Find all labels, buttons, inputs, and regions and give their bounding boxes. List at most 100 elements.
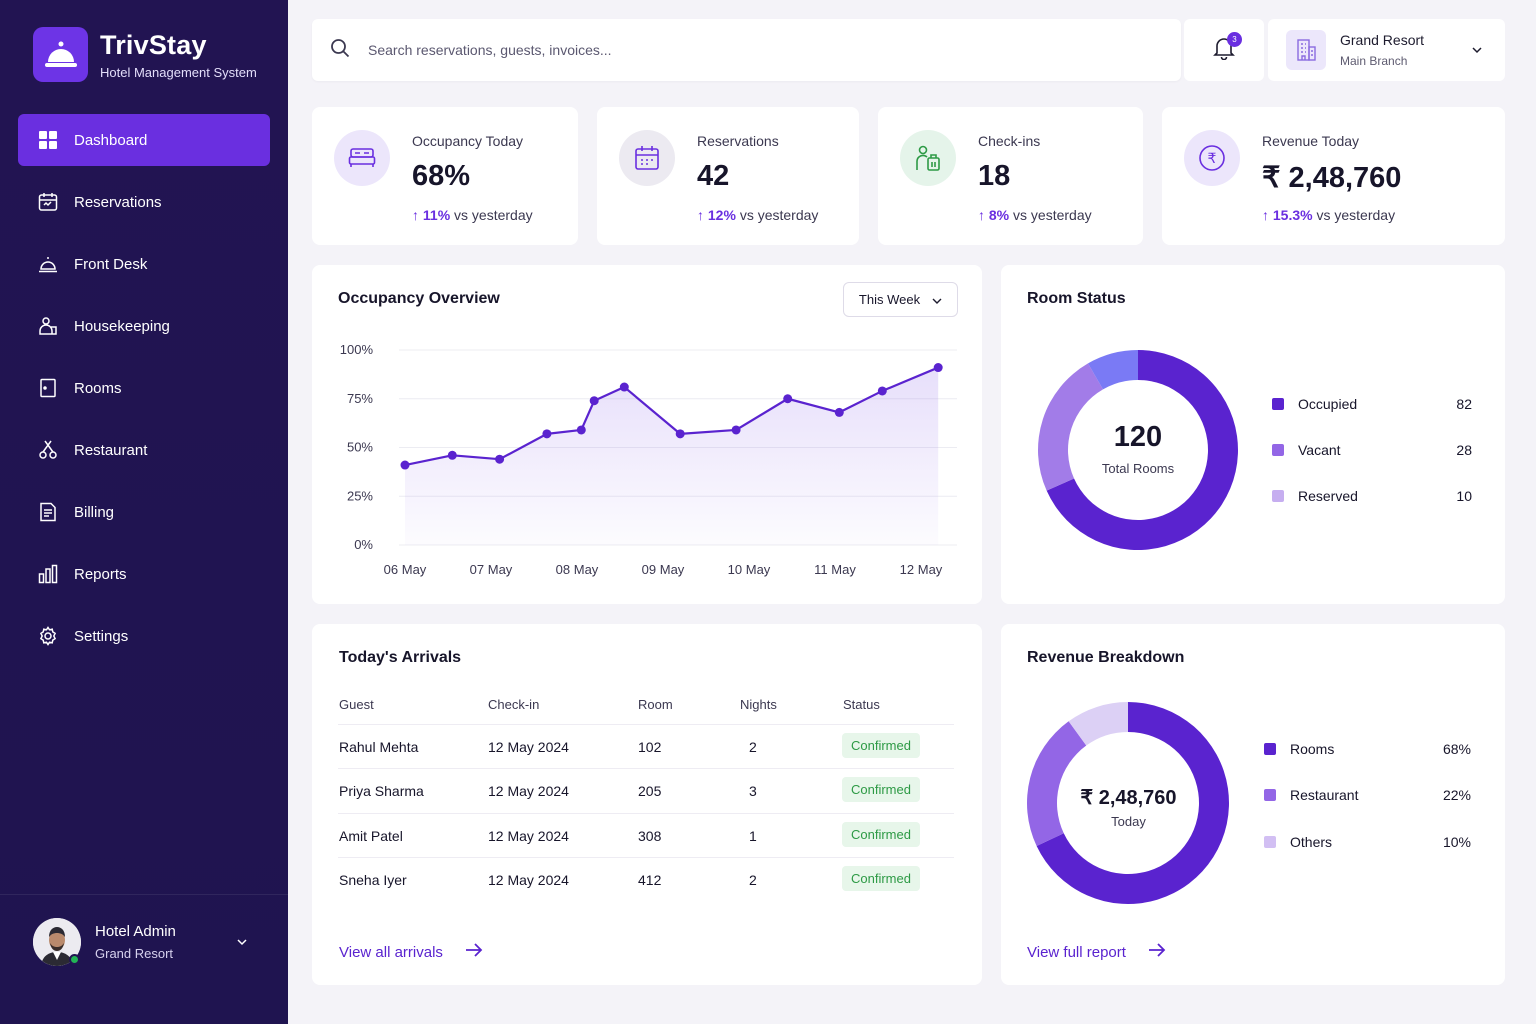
kpi-card-reservations[interactable]: Reservations 42 ↑ 12% vs yesterday (597, 107, 859, 245)
sidebar-item-housekeeping[interactable]: Housekeeping (18, 300, 270, 352)
sidebar-item-restaurant[interactable]: Restaurant (18, 424, 270, 476)
data-point (576, 425, 586, 435)
revenue-total-label: Today (1111, 814, 1146, 829)
column-header-nights: Nights (740, 697, 777, 712)
sidebar-item-settings[interactable]: Settings (18, 610, 270, 662)
view-all-arrivals-link[interactable]: View all arrivals (339, 943, 483, 961)
branch-subtitle: Main Branch (1340, 54, 1408, 68)
room-status-reserved-slice (1088, 350, 1138, 390)
calendar-icon (619, 130, 675, 186)
kpi-label: Reservations (697, 133, 779, 149)
arrow-up-icon: ↑ (697, 207, 704, 223)
x-tick-label: 11 May (814, 562, 856, 577)
y-tick-label: 0% (354, 537, 373, 552)
legend-item-occupied: Occupied (1272, 396, 1357, 412)
sidebar-item-front-desk[interactable]: Front Desk (18, 238, 270, 290)
building-icon (1286, 30, 1326, 70)
panel-title: Today's Arrivals (339, 649, 462, 666)
kpi-value: ₹ 2,48,760 (1262, 162, 1402, 194)
guest-luggage-icon (900, 130, 956, 186)
nights: 2 (749, 739, 757, 755)
checkin-date: 12 May 2024 (488, 872, 569, 888)
data-point (400, 460, 410, 470)
legend-swatch (1272, 398, 1284, 410)
rupee-icon: ₹ (1184, 130, 1240, 186)
occupancy-area (405, 367, 939, 545)
data-point (731, 425, 741, 435)
view-full-report-link[interactable]: View full report (1027, 943, 1166, 961)
legend-item-restaurant: Restaurant (1264, 787, 1358, 803)
branch-selector[interactable]: Grand Resort Main Branch (1268, 19, 1505, 81)
branch-name: Grand Resort (1340, 32, 1425, 48)
legend-swatch (1264, 789, 1276, 801)
sidebar-item-rooms[interactable]: Rooms (18, 362, 270, 414)
sidebar-item-dashboard[interactable]: Dashboard (18, 114, 270, 166)
kpi-delta: 12% (707, 207, 736, 223)
legend-item-reserved: Reserved (1272, 488, 1358, 504)
arrow-up-icon: ↑ (1262, 207, 1269, 223)
brand[interactable]: TrivStay Hotel Management System (33, 27, 257, 82)
kpi-label: Revenue Today (1262, 133, 1360, 149)
search-bar[interactable] (312, 19, 1181, 81)
user-menu[interactable]: Hotel Admin Grand Resort (33, 918, 248, 966)
status-badge: Confirmed (842, 777, 920, 802)
y-tick-label: 50% (347, 440, 373, 455)
range-dropdown[interactable]: This Week (843, 282, 958, 317)
legend-label: Rooms (1290, 741, 1335, 757)
sidebar-item-billing[interactable]: Billing (18, 486, 270, 538)
search-input[interactable] (368, 42, 1128, 58)
kpi-card-check-ins[interactable]: Check-ins 18 ↑ 8% vs yesterday (878, 107, 1143, 245)
online-status-dot (69, 954, 80, 965)
sidebar-item-label: Reports (74, 565, 127, 583)
nights: 1 (749, 828, 757, 844)
legend-swatch (1264, 836, 1276, 848)
room-status-panel: Room Status 120 Total Rooms Occupied 82 … (1001, 265, 1505, 604)
chevron-down-icon[interactable] (236, 933, 248, 951)
legend-label: Restaurant (1290, 787, 1359, 803)
arrow-up-icon: ↑ (412, 207, 419, 223)
total-rooms-label: Total Rooms (1101, 461, 1175, 476)
notifications-button[interactable]: 3 (1184, 19, 1264, 81)
table-row[interactable]: Priya Sharma 12 May 2024 205 3 Confirmed (338, 768, 954, 812)
legend-label: Occupied (1298, 396, 1358, 412)
guest-name: Rahul Mehta (339, 739, 419, 755)
kpi-card-occupancy[interactable]: Occupancy Today 68% ↑ 11% vs yesterday (312, 107, 578, 245)
kpi-label: Occupancy Today (412, 133, 524, 149)
x-tick-label: 09 May (642, 562, 685, 577)
legend-swatch (1272, 490, 1284, 502)
sidebar-item-label: Billing (74, 503, 115, 521)
room-status-donut-chart (1038, 350, 1238, 550)
link-label: View all arrivals (339, 943, 443, 961)
revenue-rooms-slice (1036, 702, 1229, 904)
legend-swatch (1272, 444, 1284, 456)
search-icon (330, 38, 350, 63)
status-badge: Confirmed (842, 733, 920, 758)
data-point (933, 363, 943, 373)
guest-name: Sneha Iyer (339, 872, 407, 888)
sidebar-item-label: Rooms (74, 379, 122, 397)
sidebar: TrivStay Hotel Management System Dashboa… (0, 0, 288, 1024)
sidebar-item-label: Restaurant (74, 441, 148, 459)
table-row[interactable]: Sneha Iyer 12 May 2024 412 2 Confirmed (338, 857, 954, 901)
room-number: 102 (638, 739, 662, 755)
data-point (495, 454, 505, 464)
y-tick-label: 25% (347, 488, 373, 503)
sidebar-item-reports[interactable]: Reports (18, 548, 270, 600)
table-row[interactable]: Amit Patel 12 May 2024 308 1 Confirmed (338, 813, 954, 857)
data-point (783, 394, 793, 404)
sidebar-item-label: Housekeeping (74, 317, 170, 335)
kpi-delta-suffix: vs yesterday (739, 207, 819, 223)
revenue-donut-chart (1027, 702, 1229, 904)
sidebar-item-label: Settings (74, 627, 129, 645)
user-name: Hotel Admin (95, 923, 176, 940)
legend-value: 82 (1456, 396, 1472, 412)
x-tick-label: 07 May (470, 562, 513, 577)
data-point (447, 450, 457, 460)
sidebar-item-reservations[interactable]: Reservations (18, 176, 270, 228)
kpi-card-revenue[interactable]: ₹ Revenue Today ₹ 2,48,760 ↑ 15.3% vs ye… (1162, 107, 1505, 245)
legend-item-others: Others (1264, 834, 1332, 850)
table-row[interactable]: Rahul Mehta 12 May 2024 102 2 Confirmed (338, 724, 954, 768)
total-rooms-value: 120 (1113, 421, 1163, 453)
chevron-down-icon (1471, 41, 1483, 59)
status-badge: Confirmed (842, 822, 920, 847)
